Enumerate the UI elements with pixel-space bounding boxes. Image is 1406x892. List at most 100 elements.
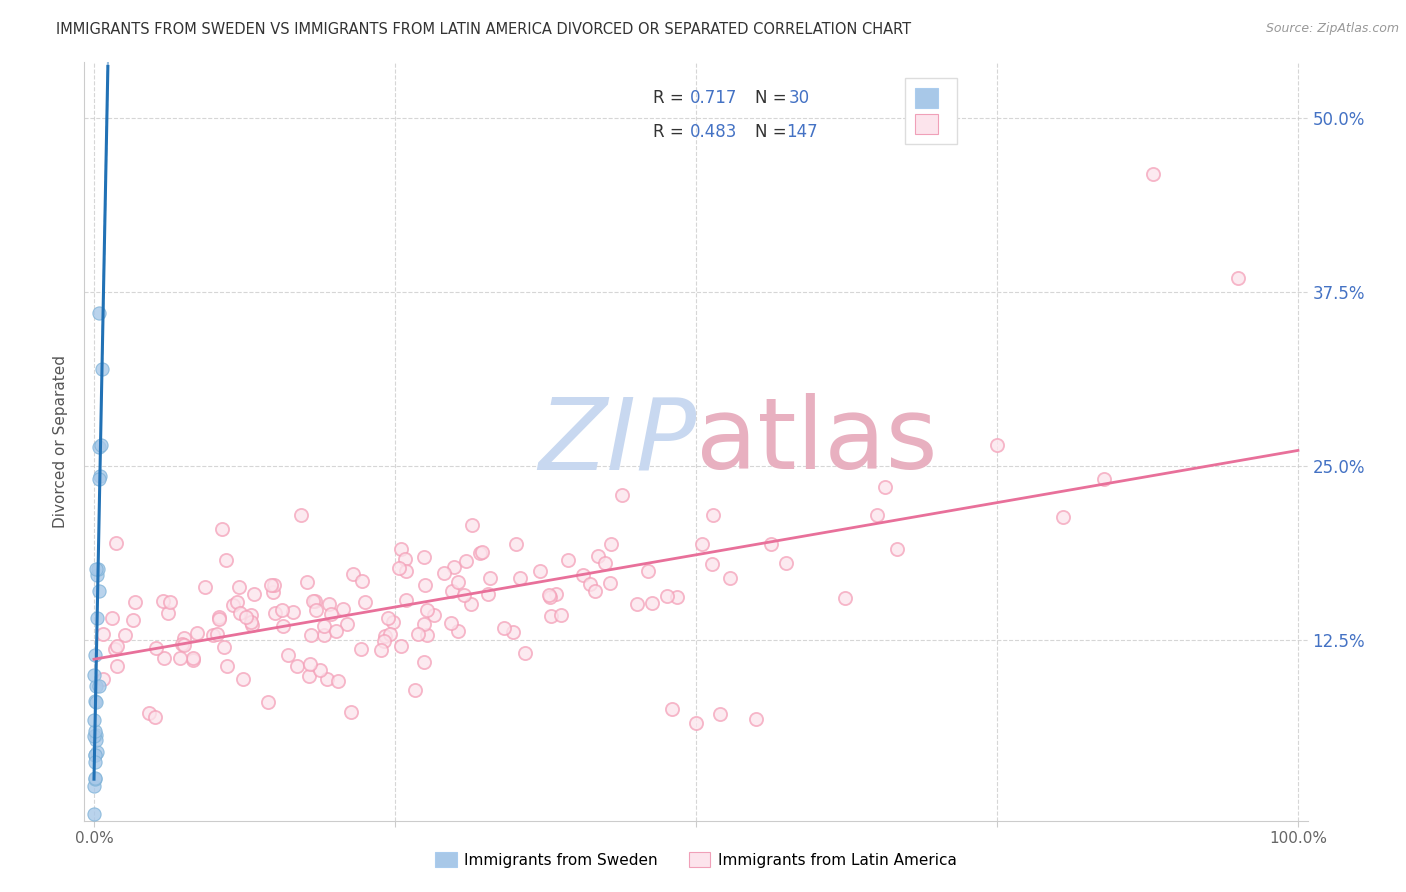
Point bbox=[1052, 510, 1074, 524]
Point bbox=[775, 556, 797, 570]
Point bbox=[212, 640, 235, 654]
Point bbox=[395, 592, 418, 607]
Point bbox=[107, 639, 129, 653]
Point bbox=[122, 613, 145, 627]
Point bbox=[83, 756, 105, 770]
Point bbox=[215, 552, 238, 566]
Point bbox=[374, 629, 396, 643]
Point bbox=[105, 659, 128, 673]
Point bbox=[378, 627, 401, 641]
Point bbox=[579, 577, 602, 591]
Point bbox=[181, 651, 204, 665]
Point bbox=[415, 628, 437, 642]
Point bbox=[538, 590, 561, 604]
Point bbox=[215, 659, 238, 673]
Point bbox=[173, 639, 195, 653]
Point bbox=[84, 695, 107, 709]
Point bbox=[325, 624, 347, 639]
Point bbox=[353, 595, 375, 609]
Point bbox=[87, 583, 110, 598]
Point bbox=[413, 617, 436, 632]
Point bbox=[299, 657, 322, 672]
Point bbox=[194, 581, 217, 595]
Point bbox=[1092, 471, 1115, 485]
Point bbox=[104, 642, 127, 657]
Point bbox=[447, 624, 470, 639]
Point bbox=[87, 306, 110, 320]
Point bbox=[86, 745, 108, 759]
Point bbox=[145, 640, 167, 655]
Point bbox=[263, 577, 285, 591]
Point bbox=[159, 595, 181, 609]
Point bbox=[415, 578, 437, 592]
Point bbox=[456, 554, 478, 568]
Point bbox=[314, 619, 336, 633]
Point bbox=[470, 546, 492, 560]
Point bbox=[340, 705, 363, 719]
Point bbox=[709, 706, 731, 721]
Point bbox=[640, 596, 662, 610]
Point bbox=[702, 558, 724, 572]
Point bbox=[152, 594, 174, 608]
Text: N =: N = bbox=[755, 123, 792, 141]
Point bbox=[222, 598, 245, 612]
Point bbox=[599, 576, 621, 591]
Point bbox=[319, 607, 342, 621]
Point bbox=[228, 580, 250, 594]
Y-axis label: Divorced or Separated: Divorced or Separated bbox=[53, 355, 69, 528]
Point bbox=[600, 537, 623, 551]
Point bbox=[373, 633, 395, 648]
Point bbox=[637, 564, 659, 578]
Point bbox=[84, 562, 107, 576]
Point bbox=[243, 587, 266, 601]
Point bbox=[873, 481, 896, 495]
Point bbox=[494, 622, 516, 636]
Point bbox=[593, 556, 616, 570]
Point bbox=[546, 587, 568, 601]
Point bbox=[83, 694, 105, 708]
Point bbox=[228, 606, 250, 620]
Text: Source: ZipAtlas.com: Source: ZipAtlas.com bbox=[1265, 22, 1399, 36]
Point bbox=[105, 536, 128, 550]
Point bbox=[240, 618, 263, 632]
Point bbox=[377, 611, 399, 625]
Point bbox=[336, 616, 359, 631]
Point bbox=[90, 438, 112, 452]
Point bbox=[308, 663, 330, 677]
Point bbox=[156, 606, 179, 620]
Point bbox=[685, 716, 707, 731]
Point bbox=[295, 575, 318, 590]
Point bbox=[986, 438, 1008, 452]
Point bbox=[370, 643, 392, 657]
Point bbox=[298, 669, 321, 683]
Point bbox=[460, 597, 482, 611]
Point bbox=[886, 541, 908, 556]
Legend: Immigrants from Sweden, Immigrants from Latin America: Immigrants from Sweden, Immigrants from … bbox=[429, 846, 963, 873]
Point bbox=[91, 361, 114, 376]
Point bbox=[83, 729, 105, 743]
Point bbox=[172, 637, 194, 651]
Point bbox=[612, 488, 634, 502]
Point bbox=[441, 583, 464, 598]
Text: 147: 147 bbox=[786, 123, 818, 141]
Point bbox=[461, 517, 484, 532]
Point bbox=[145, 710, 167, 724]
Point bbox=[271, 603, 294, 617]
Point bbox=[538, 589, 561, 603]
Point bbox=[208, 612, 231, 626]
Point bbox=[408, 627, 430, 641]
Point bbox=[87, 679, 110, 693]
Point bbox=[350, 642, 373, 657]
Point bbox=[205, 627, 228, 641]
Point bbox=[666, 591, 689, 605]
Point bbox=[186, 626, 208, 640]
Point bbox=[84, 771, 107, 785]
Point bbox=[173, 631, 195, 645]
Point bbox=[412, 550, 434, 565]
Point bbox=[87, 562, 110, 576]
Point bbox=[315, 672, 337, 686]
Point bbox=[84, 728, 107, 742]
Text: 0.717: 0.717 bbox=[690, 89, 737, 107]
Point bbox=[505, 537, 527, 551]
Point bbox=[572, 567, 595, 582]
